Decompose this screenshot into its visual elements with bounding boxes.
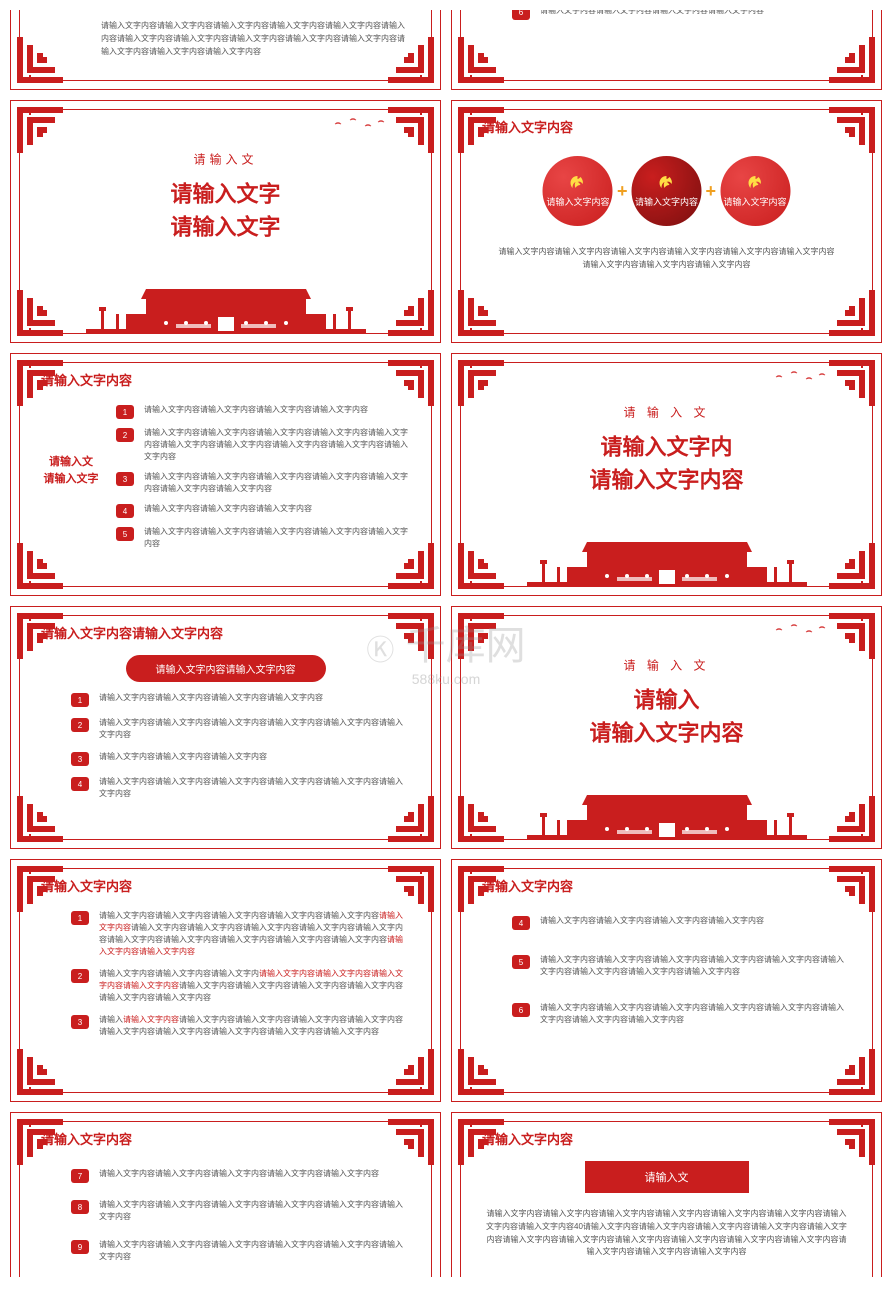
num-badge: 8 — [71, 1200, 89, 1214]
subtitle: 请 输 入 文 — [473, 404, 859, 421]
num-badge: 5 — [116, 527, 134, 541]
circle-label: 请输入文字内容 — [724, 195, 787, 208]
num-badge: 1 — [71, 693, 89, 707]
slide-text-2: 请输入文字内容 4请输入文字内容请输入文字内容请输入文字内容请输入文字内容5请输… — [451, 859, 882, 1102]
slide-partial-c: 请输入文字内容 7请输入文字内容请输入文字内容请输入文字内容请输入文字内容请输入… — [10, 1112, 441, 1277]
rect-button: 请输入文 — [585, 1161, 749, 1193]
slide-text-1: 请输入文字内容 1请输入文字内容请输入文字内容请输入文字内容请输入文字内容请输入… — [10, 859, 441, 1102]
circle-label: 请输入文字内容 — [546, 195, 609, 208]
slide-title-2: 请 输 入 文 请输入文字内 请输入文字内容 — [451, 353, 882, 596]
slide-pill: 请输入文字内容请输入文字内容 请输入文字内容请输入文字内容 1 请输入文字内容请输… — [10, 606, 441, 849]
item-text: 请输入文字内容请输入文字内容请输入文字内容 — [99, 751, 410, 763]
item-text: 请输入请输入文字内容请输入文字内容请输入文字内容请输入文字内容请输入文字内容请输… — [99, 1014, 410, 1038]
num-badge: 4 — [512, 916, 530, 930]
list-items: 1 请输入文字内容请输入文字内容请输入文字内容请输入文字内容 2 请输入文字内容请输入… — [71, 692, 410, 810]
slide-list-side: 请输入文字内容 请输入文 请输入文字 1请输入文字内容请输入文字内容请输入文字内… — [10, 353, 441, 596]
num-badge: 2 — [116, 428, 134, 442]
item-text: 请输入文字内容请输入文字内容请输入文字内容请输入文字内容请输入文字内容 — [99, 1168, 410, 1180]
item-text: 请输入文字内容请输入文字内容请输入文字内容请输入文字内容请输入文字内容请输入文字… — [99, 1199, 410, 1223]
slide-partial-b: 6 请输入文字内容请输入文字内容请输入文字内容请输入文字内容 — [451, 10, 882, 90]
item-text: 请输入文字内容请输入文字内容请输入文字内容请输入文字内容请输入文字内容请输入文字… — [99, 776, 410, 800]
item-text: 请输入文字内容请输入文字内容请输入文字内请输入文字内容请输入文字内容请输入文字内… — [99, 968, 410, 1004]
big-title-1: 请输入文字 — [32, 178, 418, 211]
num-badge: 7 — [71, 1169, 89, 1183]
birds-icon — [771, 369, 831, 389]
big-title-2: 请输入文字内容 — [473, 464, 859, 497]
desc-text: 请输入文字内容请输入文字内容请输入文字内容请输入文字内容请输入文字内容请输入文字… — [484, 1208, 849, 1259]
list-items: 4 请输入文字内容请输入文字内容请输入文字内容请输入文字内容 5 请输入文字内容请输入… — [512, 915, 851, 1050]
item-text: 请输入文字内容请输入文字内容请输入文字内容请输入文字内容请输入文字内容请输入文字… — [144, 471, 410, 495]
item-text: 请输入文字内容请输入文字内容请输入文字内容请输入文字内容请输入文字内容请输入文字… — [99, 1239, 410, 1263]
item-text: 请输入文字内容请输入文字内容请输入文字内容请输入文字内容 — [99, 692, 410, 704]
list-items: 1 请输入文字内容请输入文字内容请输入文字内容请输入文字内容 2 请输入文字内容请输入… — [116, 404, 410, 558]
item-text: 请输入文字内容请输入文字内容请输入文字内容请输入文字内容请输入文字内容请输入文字… — [99, 717, 410, 741]
slide-title-1: 请输入文 请输入文字 请输入文字 — [10, 100, 441, 343]
birds-icon — [771, 622, 831, 642]
num-badge: 1 — [116, 405, 134, 419]
circle-3: 请输入文字内容 — [720, 156, 790, 226]
num-badge: 3 — [116, 472, 134, 486]
birds-icon — [330, 116, 390, 136]
big-title-2: 请输入文字 — [32, 211, 418, 244]
slide-title: 请输入文字内容请输入文字内容 — [41, 623, 223, 642]
pill-label: 请输入文字内容请输入文字内容 — [126, 655, 326, 682]
circle-label: 请输入文字内容 — [635, 195, 698, 208]
item-text: 请输入文字内容请输入文字内容请输入文字内容请输入文字内容请输入文字内容 — [144, 526, 410, 550]
subtitle: 请输入文 — [32, 151, 418, 168]
circle-2: 请输入文字内容 — [632, 156, 702, 226]
building-icon — [527, 785, 807, 840]
num-badge: 5 — [512, 955, 530, 969]
side-label: 请输入文 请输入文字 — [41, 454, 101, 487]
big-title-1: 请输入 — [473, 684, 859, 717]
subtitle: 请 输 入 文 — [473, 657, 859, 674]
item-text: 请输入文字内容请输入文字内容请输入文字内容请输入文字内容请输入文字内容请输入文字… — [99, 910, 410, 958]
item-text: 请输入文字内容请输入文字内容请输入文字内容 — [144, 503, 410, 515]
item-text: 请输入文字内容请输入文字内容请输入文字内容请输入文字内容 — [540, 10, 851, 17]
circle-1: 请输入文字内容 — [543, 156, 613, 226]
num-badge: 2 — [71, 969, 89, 983]
circle-row: 请输入文字内容 + 请输入文字内容 + 请输入文字内容 — [452, 156, 881, 226]
list-items: 1 请输入文字内容请输入文字内容请输入文字内容请输入文字内容请输入文字内容请输入文… — [71, 910, 410, 1048]
partial-text: 请输入文字内容请输入文字内容请输入文字内容请输入文字内容请输入文字内容请输入内容… — [101, 20, 410, 58]
num-badge: 6 — [512, 10, 530, 20]
big-title-1: 请输入文字内 — [473, 431, 859, 464]
num-badge: 4 — [71, 777, 89, 791]
slide-partial-d: 请输入文字内容 请输入文 请输入文字内容请输入文字内容请输入文字内容请输入文字内… — [451, 1112, 882, 1277]
circle-desc: 请输入文字内容请输入文字内容请输入文字内容请输入文字内容请输入文字内容请输入文字… — [495, 246, 838, 272]
building-icon — [527, 532, 807, 587]
building-icon — [86, 279, 366, 334]
slide-grid: 请输入文字内容请输入文字内容请输入文字内容请输入文字内容请输入文字内容请输入内容… — [0, 0, 892, 1287]
item-text: 请输入文字内容请输入文字内容请输入文字内容请输入文字内容 — [540, 915, 851, 927]
item-text: 请输入文字内容请输入文字内容请输入文字内容请输入文字内容 — [144, 404, 410, 416]
slide-title-3: 请 输 入 文 请输入 请输入文字内容 — [451, 606, 882, 849]
num-badge: 1 — [71, 911, 89, 925]
num-badge: 3 — [71, 752, 89, 766]
item-text: 请输入文字内容请输入文字内容请输入文字内容请输入文字内容请输入文字内容请输入文字… — [540, 1002, 851, 1026]
item-text: 请输入文字内容请输入文字内容请输入文字内容请输入文字内容请输入文字内容请输入文字… — [540, 954, 851, 978]
num-badge: 6 — [512, 1003, 530, 1017]
item-text: 请输入文字内容请输入文字内容请输入文字内容请输入文字内容请输入文字内容请输入文字… — [144, 427, 410, 463]
num-badge: 2 — [71, 718, 89, 732]
slide-circles: 请输入文字内容 请输入文字内容 + 请输入文字内容 + 请输入文字内容 请输入文… — [451, 100, 882, 343]
num-badge: 9 — [71, 1240, 89, 1254]
big-title-2: 请输入文字内容 — [473, 717, 859, 750]
plus-icon: + — [706, 181, 717, 202]
num-badge: 4 — [116, 504, 134, 518]
slide-partial-a: 请输入文字内容请输入文字内容请输入文字内容请输入文字内容请输入文字内容请输入内容… — [10, 10, 441, 90]
num-badge: 3 — [71, 1015, 89, 1029]
plus-icon: + — [617, 181, 628, 202]
list-items: 7 请输入文字内容请输入文字内容请输入文字内容请输入文字内容请输入文字内容 8 请输入… — [71, 1168, 410, 1277]
